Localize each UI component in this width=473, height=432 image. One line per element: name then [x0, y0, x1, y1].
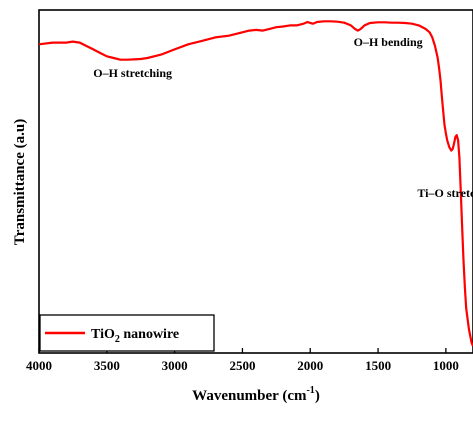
annotations: O–H stretching O–H bending Ti–O stretching: [93, 35, 473, 200]
series-line-tio2-nanowire: [38, 20, 473, 347]
annotation-tio-stretch: Ti–O stretching: [417, 186, 473, 200]
x-tick-label-2000: 2000: [297, 358, 323, 373]
plot-frame: [38, 9, 473, 354]
legend-label: TiO2 nanowire: [91, 327, 179, 345]
annotation-oh-bend: O–H bending: [354, 35, 423, 49]
x-tick-label-1500: 1500: [365, 358, 391, 373]
x-tick-label-1000: 1000: [433, 358, 459, 373]
annotation-oh-stretch: O–H stretching: [93, 66, 172, 80]
legend: TiO2 nanowire: [39, 314, 215, 352]
x-tick-label-3000: 3000: [162, 358, 188, 373]
x-axis-title: Wavenumber (cm-1): [192, 385, 320, 404]
x-axis-tick-labels: 4000 3500 3000 2500 2000 1500 1000: [26, 358, 459, 373]
x-tick-label-2500: 2500: [229, 358, 255, 373]
x-tick-label-3500: 3500: [94, 358, 120, 373]
x-axis-title-superscript: -1: [306, 385, 314, 396]
legend-label-subscript: 2: [115, 334, 120, 345]
x-tick-label-4000: 4000: [26, 358, 52, 373]
y-axis-title: Transmittance (a.u): [12, 119, 28, 245]
